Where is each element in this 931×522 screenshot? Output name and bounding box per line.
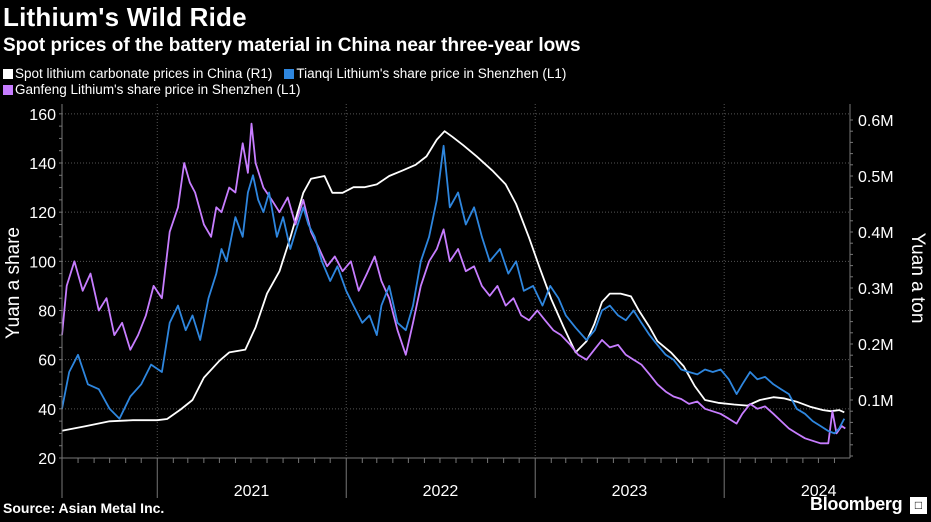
legend-swatch [284, 69, 295, 79]
series-line-spot-carbonate [61, 130, 845, 432]
left-tick-label: 160 [29, 107, 56, 124]
bloomberg-logo-icon: □ [910, 497, 927, 514]
series-layer [61, 122, 846, 445]
x-tick-label: 2022 [423, 483, 459, 500]
legend-item-tianqi: Tianqi Lithium's share price in Shenzhen… [284, 66, 566, 82]
legend-swatch [3, 85, 13, 95]
left-tick-label: 40 [38, 402, 56, 419]
right-axis-title: Yuan a ton [907, 233, 928, 324]
x-tick-label: 2024 [801, 483, 837, 500]
right-tick-label: 0.3M [858, 281, 894, 298]
axis-labels: 20 40 60 80 100 120 140 160 0.1M 0.2M 0.3M 0.4M 0.5M… [3, 107, 928, 500]
chart-legend: Spot lithium carbonate prices in China (… [3, 66, 578, 98]
series-line-ganfeng [61, 122, 846, 445]
right-tick-label: 0.6M [858, 113, 894, 130]
left-axis-title: Yuan a share [3, 227, 24, 339]
legend-label: Ganfeng Lithium's share price in Shenzhe… [15, 82, 301, 97]
left-tick-label: 60 [38, 353, 56, 370]
bloomberg-logo: Bloomberg [810, 494, 903, 514]
series-line-tianqi [61, 144, 846, 435]
legend-label: Spot lithium carbonate prices in China (… [15, 66, 273, 81]
left-tick-label: 20 [38, 451, 56, 468]
gridlines [62, 104, 850, 459]
left-tick-label: 80 [38, 304, 56, 321]
left-tick-label: 120 [29, 205, 56, 222]
right-tick-label: 0.5M [858, 169, 894, 186]
legend-label: Tianqi Lithium's share price in Shenzhen… [296, 66, 567, 81]
source-note: Source: Asian Metal Inc. [3, 500, 165, 516]
chart-title: Lithium's Wild Ride [3, 2, 247, 32]
x-tick-label: 2023 [612, 483, 648, 500]
left-tick-label: 140 [29, 156, 56, 173]
chart-subtitle: Spot prices of the battery material in C… [3, 35, 581, 56]
axes [59, 104, 853, 498]
legend-item-ganfeng: Ganfeng Lithium's share price in Shenzhe… [3, 82, 301, 98]
legend-item-spot-carbonate: Spot lithium carbonate prices in China (… [3, 66, 272, 82]
right-tick-label: 0.2M [858, 337, 894, 354]
x-tick-label: 2021 [234, 483, 270, 500]
right-tick-label: 0.1M [858, 393, 894, 410]
left-tick-label: 100 [29, 254, 56, 271]
right-tick-label: 0.4M [858, 225, 894, 242]
legend-swatch [3, 69, 13, 79]
